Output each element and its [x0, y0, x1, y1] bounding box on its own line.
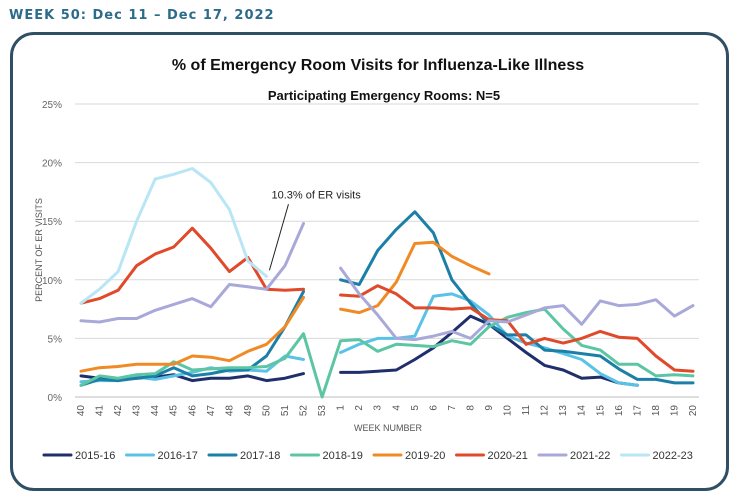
x-tick-label: 47 — [206, 405, 217, 417]
x-tick-label: 50 — [261, 405, 272, 417]
legend-label: 2018-19 — [323, 450, 363, 462]
legend-label: 2019-20 — [405, 450, 445, 462]
series-line-2017-18 — [79, 210, 695, 387]
y-tick-label: 25% — [42, 100, 62, 111]
y-tick-label: 15% — [42, 217, 62, 228]
series-line-2019-20 — [79, 240, 491, 373]
x-tick-label: 5 — [410, 405, 421, 411]
legend-label: 2020-21 — [488, 450, 528, 462]
x-tick-label: 14 — [577, 405, 588, 417]
series-line-2018-19 — [79, 307, 695, 399]
week-header: WEEK 50: Dec 11 – Dec 17, 2022 — [9, 8, 275, 23]
legend-label: 2017-18 — [240, 450, 280, 462]
legend-label: 2021-22 — [570, 450, 610, 462]
x-tick-label: 18 — [651, 405, 662, 417]
x-tick-label: 16 — [614, 405, 625, 417]
x-tick-label: 15 — [595, 405, 606, 417]
legend-label: 2022-23 — [653, 450, 693, 462]
legend-label: 2016-17 — [158, 450, 198, 462]
series-line-2021-22 — [79, 222, 695, 342]
y-tick-label: 10% — [42, 276, 62, 287]
x-axis-label: WEEK NUMBER — [354, 423, 423, 433]
x-tick-label: 11 — [521, 405, 532, 416]
x-tick-label: 53 — [317, 405, 328, 417]
x-tick-label: 6 — [428, 405, 439, 411]
annotation-label: 10.3% of ER visits — [271, 189, 361, 201]
x-tick-label: 13 — [558, 405, 569, 417]
x-tick-label: 49 — [243, 405, 254, 417]
x-tick-label: 44 — [150, 405, 161, 417]
x-tick-label: 48 — [224, 405, 235, 417]
x-tick-label: 4 — [391, 405, 402, 411]
x-tick-label: 46 — [187, 405, 198, 417]
annotation-pointer — [268, 204, 289, 271]
x-tick-label: 12 — [540, 405, 551, 417]
x-tick-label: 9 — [484, 405, 495, 411]
series-line-2022-23 — [79, 167, 268, 305]
x-tick-label: 10 — [503, 405, 514, 417]
chart-frame — [10, 32, 729, 491]
x-tick-label: 45 — [169, 405, 180, 417]
x-tick-label: 51 — [280, 405, 291, 417]
x-tick-label: 7 — [447, 405, 458, 411]
x-tick-label: 19 — [669, 405, 680, 417]
chart-title: % of Emergency Room Visits for Influenza… — [172, 57, 584, 74]
x-tick-label: 41 — [95, 405, 106, 417]
y-tick-label: 0% — [48, 393, 63, 404]
y-tick-label: 20% — [42, 159, 62, 170]
x-tick-label: 17 — [632, 405, 643, 417]
x-tick-label: 3 — [373, 405, 384, 411]
y-axis-label: PERCENT OF ER VISITS — [34, 198, 44, 302]
x-tick-label: 1 — [336, 405, 347, 411]
x-tick-label: 20 — [688, 405, 699, 417]
x-tick-label: 42 — [113, 405, 124, 417]
y-tick-label: 5% — [48, 334, 63, 345]
x-tick-label: 8 — [465, 405, 476, 411]
x-tick-label: 2 — [354, 405, 365, 411]
legend-label: 2015-16 — [75, 450, 115, 462]
x-tick-label: 40 — [76, 405, 87, 417]
x-tick-label: 52 — [299, 405, 310, 417]
chart-subtitle: Participating Emergency Rooms: N=5 — [268, 88, 500, 103]
x-tick-label: 43 — [132, 405, 143, 417]
